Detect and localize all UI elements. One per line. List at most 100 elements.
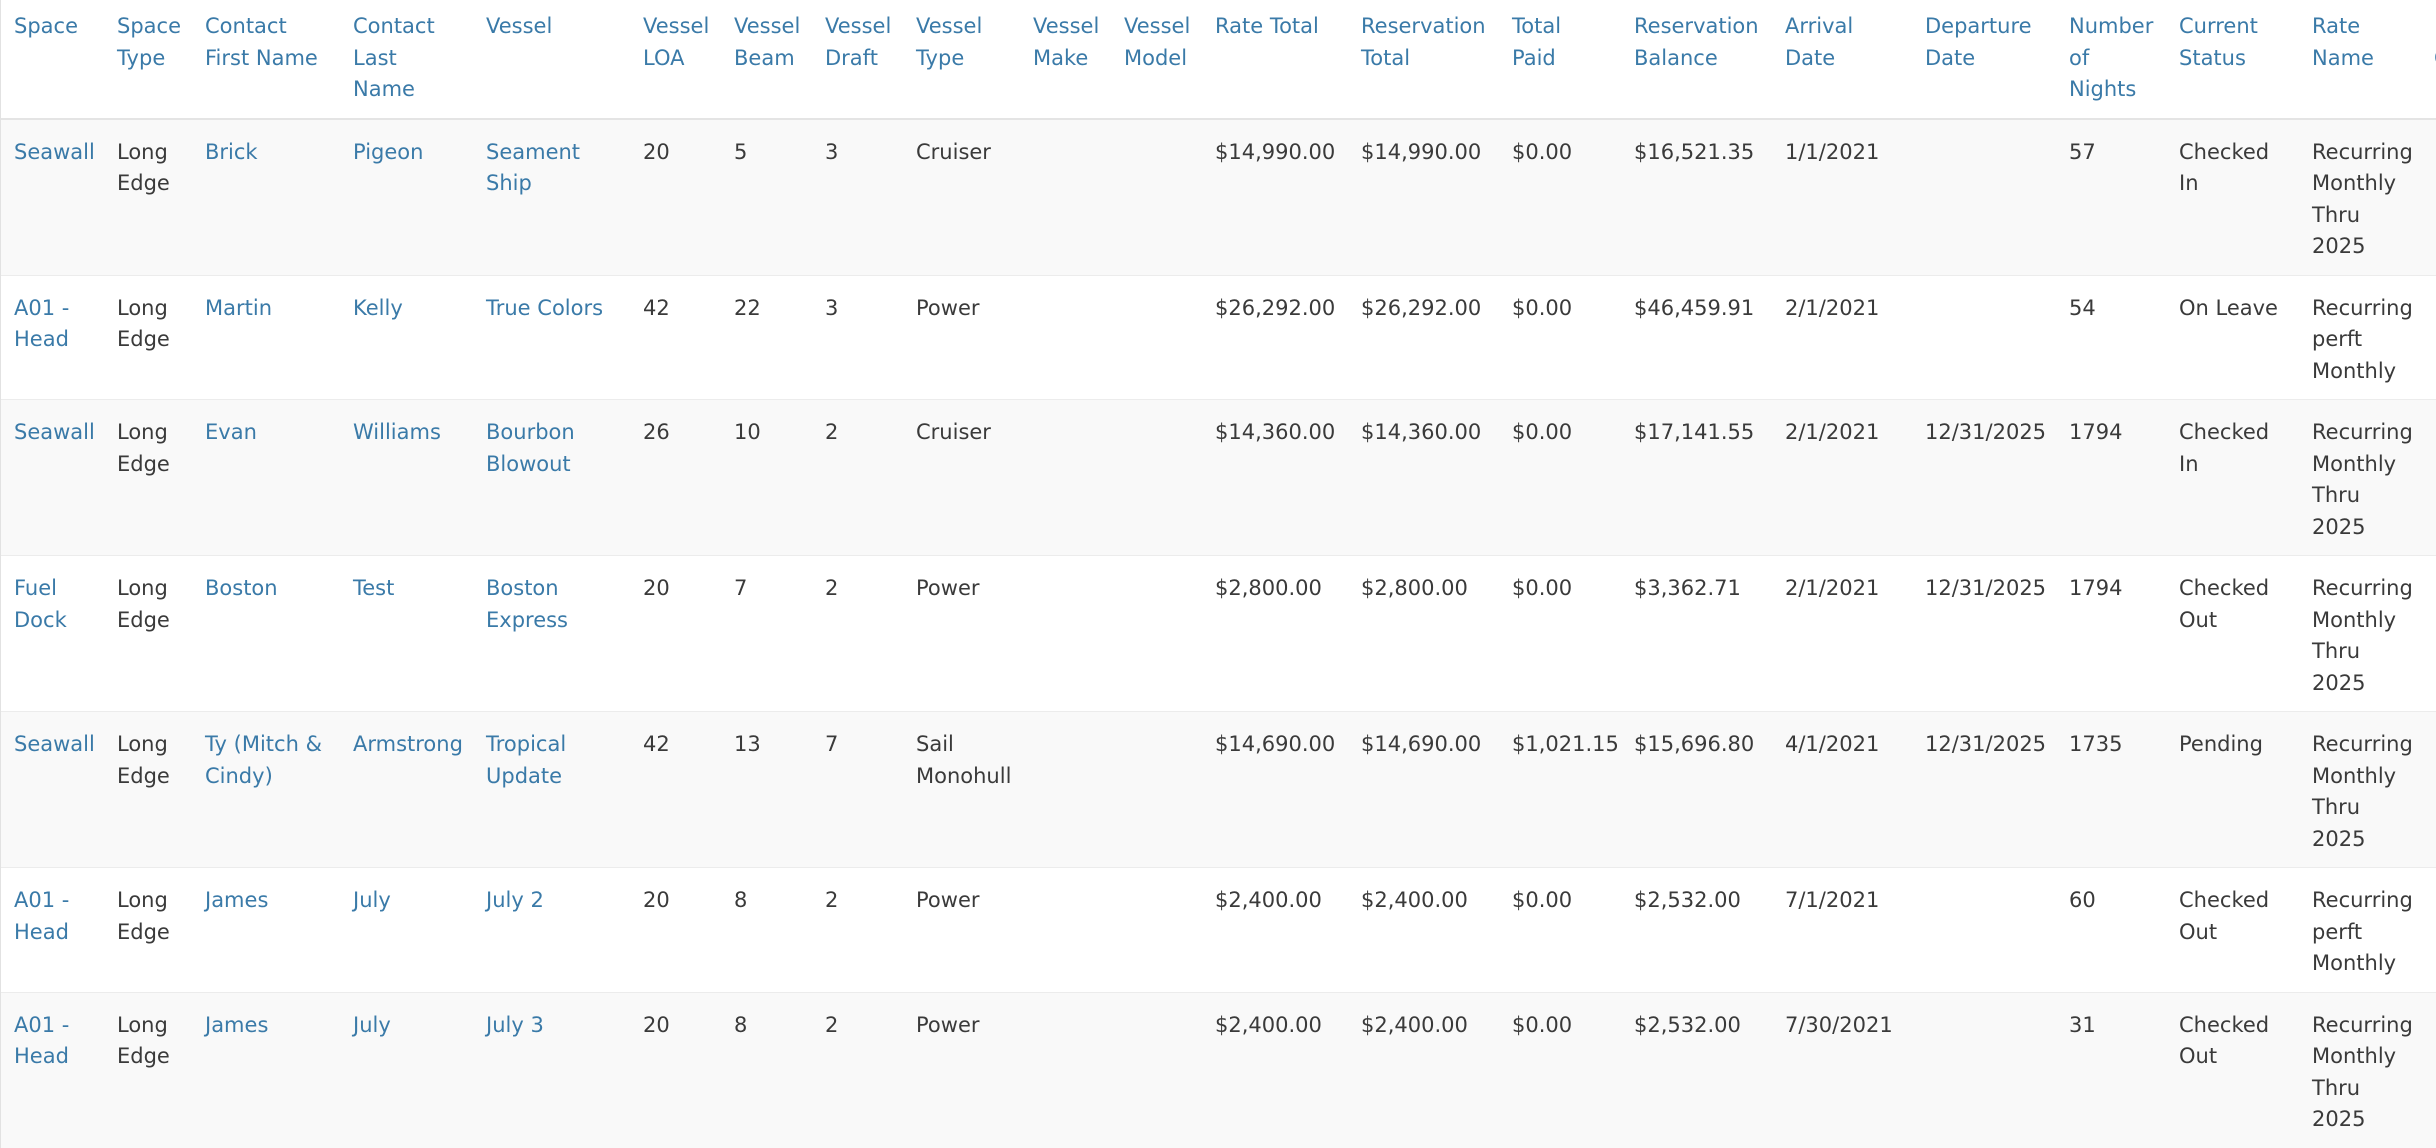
column-header-contact-first-name[interactable]: Contact First Name <box>192 0 340 120</box>
contact-last-name-link[interactable]: Kelly <box>353 295 403 320</box>
space-link[interactable]: Seawall <box>14 732 95 756</box>
cell-space: A01 - Head <box>1 992 104 1148</box>
cell-vessel-type: Power <box>916 1012 980 1037</box>
table-row[interactable]: Seawall Long Edge Ty (Mitch & Cindy) Armstr… <box>1 711 2436 868</box>
contact-first-name-link[interactable]: Martin <box>205 295 272 320</box>
column-header-rate-name[interactable]: Rate Name <box>2299 0 2421 120</box>
cell-vessel-beam: 22 <box>734 295 761 320</box>
contact-last-name-link[interactable]: Pigeon <box>353 139 424 164</box>
cell-vessel: July 2 <box>473 868 630 993</box>
column-header-vessel-model[interactable]: Vessel Model <box>1111 0 1202 120</box>
contact-first-name-link[interactable]: James <box>205 1012 269 1037</box>
vessel-link[interactable]: Bourbon Blowout <box>486 420 575 476</box>
cell-contact-first-name: Evan <box>192 400 340 556</box>
space-link[interactable]: A01 - Head <box>14 295 70 352</box>
column-header-vessel-make[interactable]: Vessel Make <box>1020 0 1111 120</box>
cell-reservation-balance: $2,532.00 <box>1634 1012 1741 1037</box>
cell-number-of-nights: 1735 <box>2069 732 2123 756</box>
vessel-link[interactable]: July 2 <box>486 888 544 912</box>
cell-reservation-total: $2,400.00 <box>1361 1012 1468 1037</box>
column-header-departure-date[interactable]: Departure Date <box>1912 0 2056 120</box>
vessel-link[interactable]: Seament Ship <box>486 139 581 196</box>
space-link[interactable]: A01 - Head <box>14 888 70 944</box>
cell-reservation-balance: $46,459.91 <box>1634 295 1755 320</box>
cell-space: A01 - Head <box>1 868 104 993</box>
contact-last-name-link[interactable]: Test <box>353 576 395 600</box>
cell-current-status: Checked In <box>2179 139 2270 196</box>
column-header-reservation-total[interactable]: Reservation Total <box>1348 0 1499 120</box>
column-header-extra[interactable]: R C <box>2421 0 2436 120</box>
cell-vessel-make <box>1020 868 1111 993</box>
contact-first-name-link[interactable]: Evan <box>205 420 257 444</box>
column-header-arrival-date[interactable]: Arrival Date <box>1772 0 1912 120</box>
column-header-rate-total[interactable]: Rate Total <box>1202 0 1348 120</box>
contact-last-name-link[interactable]: Williams <box>353 420 441 444</box>
cell-total-paid: $1,021.15 <box>1512 732 1619 756</box>
cell-space-type: Long Edge <box>117 732 170 788</box>
cell-vessel-beam: 7 <box>734 576 748 600</box>
cell-arrival-date: 1/1/2021 <box>1785 139 1880 164</box>
column-header-reservation-balance[interactable]: Reservation Balance <box>1621 0 1772 120</box>
header-row: Space Space Type Contact First Name Contact… <box>1 0 2436 120</box>
space-link[interactable]: Seawall <box>14 420 95 444</box>
cell-extra <box>2421 275 2436 400</box>
table-row[interactable]: Seawall Long Edge Brick Pigeon Seament Ship 2… <box>1 118 2436 275</box>
cell-current-status: Checked Out <box>2179 1012 2270 1069</box>
space-link[interactable]: Fuel Dock <box>14 576 67 632</box>
space-link[interactable]: A01 - Head <box>14 1012 70 1069</box>
column-header-space-type[interactable]: Space Type <box>104 0 192 120</box>
cell-contact-first-name: James <box>192 868 340 993</box>
contact-last-name-link[interactable]: Armstrong <box>353 732 463 756</box>
column-header-current-status[interactable]: Current Status <box>2166 0 2299 120</box>
cell-total-paid: $0.00 <box>1512 1012 1573 1037</box>
table-row[interactable]: A01 - Head Long Edge James July July 2 20 8 2 Po… <box>1 867 2436 993</box>
cell-departure-date <box>1912 275 2056 400</box>
cell-contact-last-name: July <box>340 992 473 1148</box>
contact-last-name-link[interactable]: July <box>353 888 391 912</box>
cell-vessel-type: Sail Monohull <box>916 732 1012 788</box>
cell-total-paid: $0.00 <box>1512 295 1573 320</box>
table-row[interactable]: A01 - Head Long Edge James July July 3 20 8 2 Po… <box>1 992 2436 1148</box>
column-header-vessel[interactable]: Vessel <box>473 0 630 120</box>
column-header-vessel-loa[interactable]: Vessel LOA <box>630 0 721 120</box>
vessel-link[interactable]: True Colors <box>486 295 604 320</box>
cell-space-type: Long Edge <box>117 139 170 196</box>
cell-vessel: Tropical Update <box>473 712 630 868</box>
column-header-vessel-beam[interactable]: Vessel Beam <box>721 0 812 120</box>
column-header-vessel-draft[interactable]: Vessel Draft <box>812 0 903 120</box>
column-header-vessel-type[interactable]: Vessel Type <box>903 0 1020 120</box>
column-header-total-paid[interactable]: Total Paid <box>1499 0 1621 120</box>
cell-contact-first-name: Boston <box>192 556 340 712</box>
vessel-link[interactable]: Boston Express <box>486 576 569 632</box>
table-row[interactable]: Seawall Long Edge Evan Williams Bourbon Blow… <box>1 399 2436 556</box>
column-header-number-of-nights[interactable]: Number of Nights <box>2056 0 2166 120</box>
column-header-space[interactable]: Space <box>1 0 104 120</box>
cell-vessel-model <box>1111 712 1202 868</box>
cell-current-status: On Leave <box>2179 295 2278 320</box>
contact-first-name-link[interactable]: Ty (Mitch & Cindy) <box>205 732 322 788</box>
cell-arrival-date: 4/1/2021 <box>1785 732 1880 756</box>
cell-departure-date: 12/31/2025 <box>1925 420 2047 444</box>
cell-space: A01 - Head <box>1 275 104 400</box>
cell-vessel-model <box>1111 556 1202 712</box>
cell-vessel-model <box>1111 275 1202 400</box>
vessel-link[interactable]: July 3 <box>486 1012 544 1037</box>
cell-vessel-loa: 20 <box>643 888 670 912</box>
vessel-link[interactable]: Tropical Update <box>486 732 567 788</box>
contact-first-name-link[interactable]: Brick <box>205 139 258 164</box>
cell-number-of-nights: 57 <box>2069 139 2096 164</box>
contact-first-name-link[interactable]: Boston <box>205 576 278 600</box>
cell-current-status: Checked Out <box>2179 576 2270 632</box>
cell-vessel-beam: 10 <box>734 420 761 444</box>
cell-reservation-balance: $3,362.71 <box>1634 576 1741 600</box>
space-link[interactable]: Seawall <box>14 139 95 164</box>
cell-total-paid: $0.00 <box>1512 139 1573 164</box>
table-row[interactable]: A01 - Head Long Edge Martin Kelly True Color… <box>1 275 2436 400</box>
cell-vessel-loa: 26 <box>643 420 670 444</box>
column-header-contact-last-name[interactable]: Contact Last Name <box>340 0 473 120</box>
contact-last-name-link[interactable]: July <box>353 1012 391 1037</box>
cell-contact-first-name: Ty (Mitch & Cindy) <box>192 712 340 868</box>
contact-first-name-link[interactable]: James <box>205 888 269 912</box>
table-row[interactable]: Fuel Dock Long Edge Boston Test Boston Expre… <box>1 555 2436 712</box>
